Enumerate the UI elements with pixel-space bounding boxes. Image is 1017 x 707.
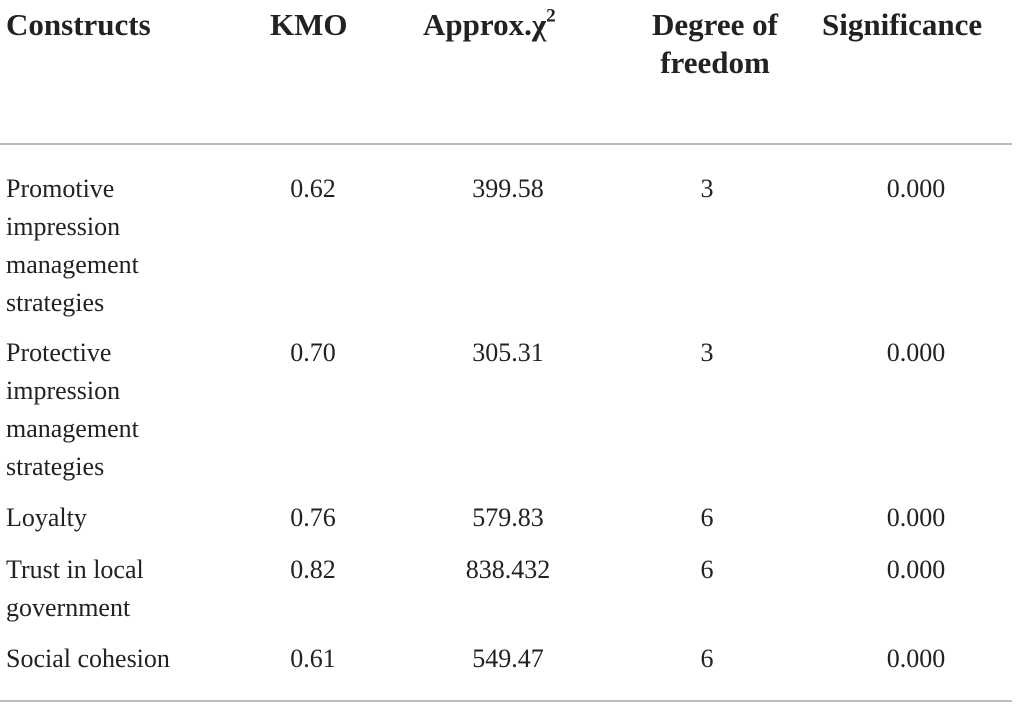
bottom-rule: [0, 700, 1012, 702]
row-4-kmo: 0.82: [290, 555, 336, 584]
header-approx-chi-square: Approx.χ2: [423, 6, 556, 44]
row-2-significance: 0.000: [886, 338, 946, 367]
row-2-kmo: 0.70: [290, 338, 336, 367]
row-5-kmo: 0.61: [290, 644, 336, 673]
row-4-construct: Trust in local government: [6, 555, 144, 622]
row-5-significance: 0.000: [886, 644, 946, 673]
row-3-significance: 0.000: [886, 503, 946, 532]
row-4-significance: 0.000: [886, 555, 946, 584]
row-5-construct: Social cohesion: [6, 644, 170, 673]
header-rule: [0, 143, 1012, 145]
chi-superscript: 2: [546, 5, 556, 27]
row-1-dof: 3: [700, 174, 714, 203]
chi-label: Approx.χ: [423, 7, 547, 42]
row-1-significance: 0.000: [886, 174, 946, 203]
row-3-construct: Loyalty: [6, 503, 87, 532]
row-2-chi: 305.31: [472, 338, 544, 367]
row-4-dof: 6: [700, 555, 714, 584]
row-2-dof: 3: [700, 338, 714, 367]
header-degree-of-freedom: Degree of freedom: [652, 7, 778, 80]
header-significance: Significance: [822, 7, 983, 42]
row-3-dof: 6: [700, 503, 714, 532]
row-1-chi: 399.58: [472, 174, 544, 203]
row-5-dof: 6: [700, 644, 714, 673]
header-kmo: KMO: [270, 7, 348, 42]
row-4-chi: 838.432: [465, 555, 551, 584]
row-5-chi: 549.47: [472, 644, 544, 673]
row-1-construct: Promotive impression management strategi…: [6, 174, 139, 317]
row-3-chi: 579.83: [472, 503, 544, 532]
row-1-kmo: 0.62: [290, 174, 336, 203]
row-3-kmo: 0.76: [290, 503, 336, 532]
row-2-construct: Protective impression management strateg…: [6, 338, 139, 481]
header-constructs: Constructs: [6, 7, 151, 42]
